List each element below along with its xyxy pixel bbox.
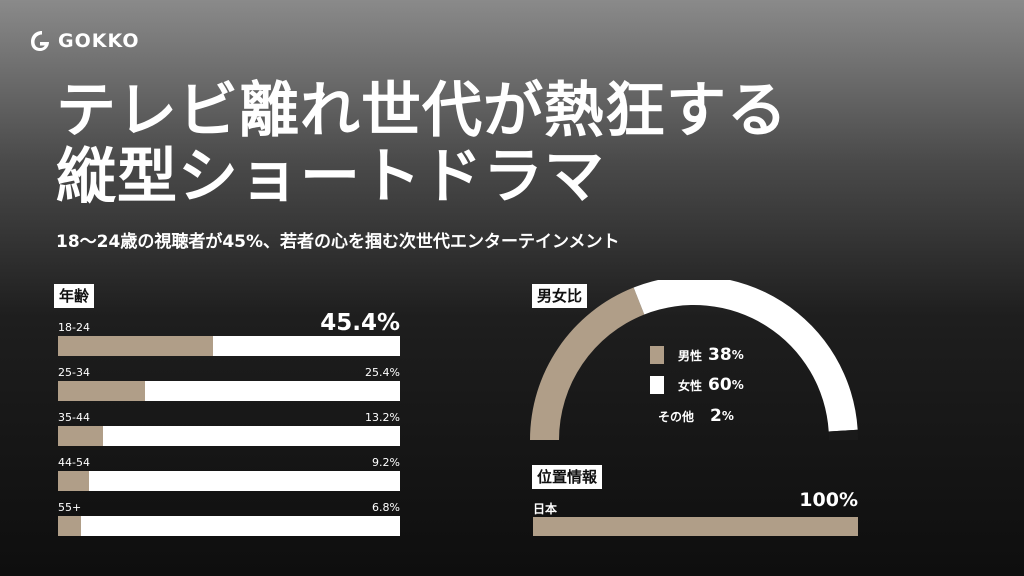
- legend-swatch: [650, 376, 664, 394]
- age-bar-track: [58, 471, 400, 491]
- legend-value: 2: [710, 406, 722, 426]
- gokko-logo-icon: [31, 31, 49, 51]
- gender-semi-donut-chart: [530, 280, 858, 440]
- page-title: テレビ離れ世代が熱狂する 縦型ショートドラマ: [56, 78, 788, 210]
- gender-legend-item: 男性 38%: [650, 345, 744, 365]
- legend-value: 38: [708, 345, 732, 365]
- legend-unit: %: [731, 348, 744, 362]
- age-bar-track: [58, 381, 400, 401]
- location-bar-track: [533, 517, 858, 536]
- age-bar-row: 25-34 25.4%: [58, 361, 400, 401]
- title-line-2: 縦型ショートドラマ: [56, 142, 605, 212]
- gender-legend-item: その他 2%: [658, 406, 734, 426]
- gender-slice: [530, 287, 645, 440]
- age-bar-row: 44-54 9.2%: [58, 451, 400, 491]
- age-bar-track: [58, 516, 400, 536]
- age-bar-fill: [58, 426, 104, 446]
- age-bar-track: [58, 336, 400, 356]
- legend-swatch: [650, 346, 664, 364]
- page-subtitle: 18〜24歳の視聴者が45%、若者の心を掴む次世代エンターテインメント: [56, 232, 620, 252]
- title-line-1: テレビ離れ世代が熱狂する: [56, 76, 788, 146]
- age-value-label: 45.4%: [320, 310, 400, 336]
- age-bar-fill: [58, 471, 90, 491]
- age-category-label: 25-34: [58, 366, 90, 379]
- age-value-label: 9.2%: [372, 456, 400, 469]
- location-category-label: 日本: [533, 502, 558, 516]
- age-bar-row: 35-44 13.2%: [58, 406, 400, 446]
- age-bar-fill: [58, 516, 82, 536]
- age-bar-track: [58, 426, 400, 446]
- legend-value: 60: [708, 375, 732, 395]
- location-section-label: 位置情報: [532, 465, 603, 489]
- age-category-label: 44-54: [58, 456, 90, 469]
- legend-label: その他: [658, 409, 695, 424]
- age-category-label: 18-24: [58, 321, 90, 334]
- gender-section-label: 男女比: [532, 284, 588, 308]
- brand-name: GOKKO: [58, 30, 140, 52]
- location-value-label: 100%: [799, 489, 858, 511]
- age-bar-row: 55+ 6.8%: [58, 496, 400, 536]
- age-value-label: 13.2%: [365, 411, 400, 424]
- legend-unit: %: [731, 378, 744, 392]
- gender-slice: [633, 280, 858, 432]
- age-bar-fill: [58, 381, 145, 401]
- location-bar-fill: [533, 517, 858, 536]
- age-section-label: 年齢: [54, 284, 95, 308]
- age-bar-fill: [58, 336, 214, 356]
- age-value-label: 6.8%: [372, 501, 400, 514]
- legend-label: 女性: [678, 378, 703, 393]
- legend-unit: %: [721, 409, 734, 423]
- age-category-label: 35-44: [58, 411, 90, 424]
- age-value-label: 25.4%: [365, 366, 400, 379]
- brand-logo: GOKKO: [28, 29, 140, 53]
- age-category-label: 55+: [58, 501, 82, 514]
- gender-slice: [828, 429, 858, 440]
- age-bar-row: 18-24 45.4%: [58, 310, 400, 356]
- legend-label: 男性: [678, 348, 703, 363]
- gender-legend-item: 女性 60%: [650, 375, 744, 395]
